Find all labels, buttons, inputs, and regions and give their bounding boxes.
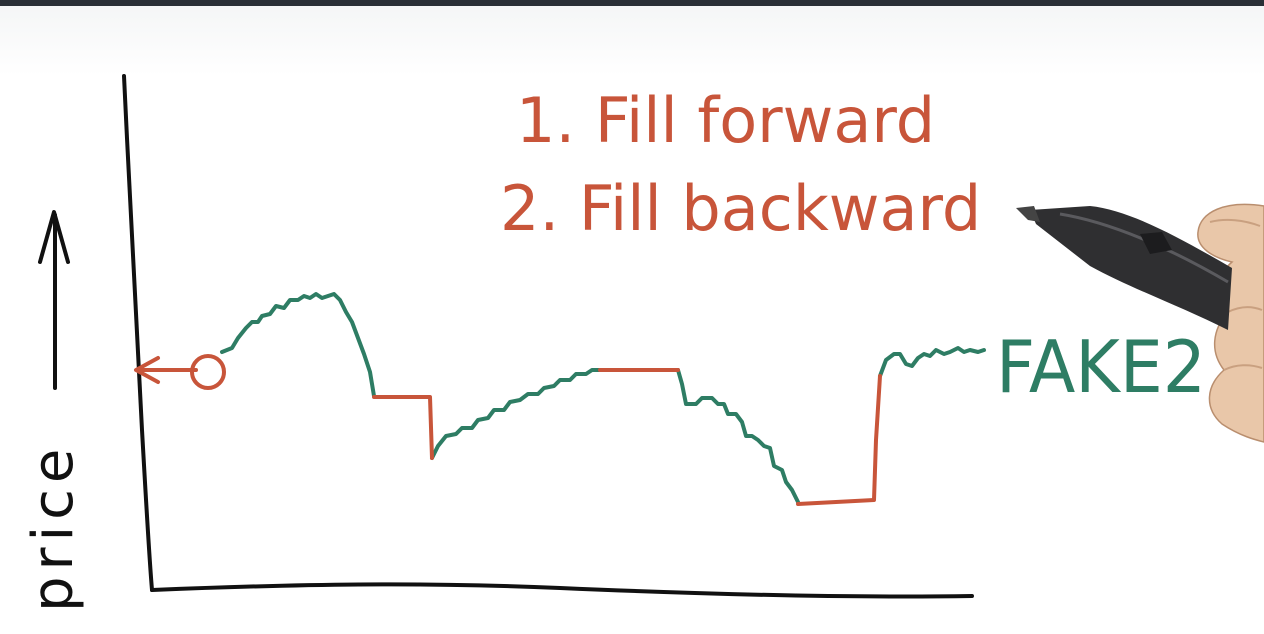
series-label: FAKE2 <box>996 325 1206 409</box>
step-2-text: 2. Fill backward <box>500 172 981 245</box>
pen-grip <box>1140 232 1172 254</box>
data-segment-3 <box>676 368 800 504</box>
video-top-bar <box>0 0 1264 6</box>
fill-forward-1 <box>372 395 434 460</box>
fill-series <box>134 354 882 506</box>
fill-backward-point <box>190 354 226 390</box>
x-axis <box>150 582 974 599</box>
pen-body <box>1030 206 1232 330</box>
y-axis <box>122 74 154 592</box>
price-arrow <box>38 210 70 390</box>
data-segment-1 <box>220 292 376 398</box>
y-axis-label: price <box>21 443 86 612</box>
fill-backward-arrowhead <box>134 356 160 384</box>
pen-tip <box>1016 206 1040 222</box>
hand-with-pen <box>1016 203 1264 443</box>
step-1-text: 1. Fill forward <box>516 84 935 157</box>
data-segment-4 <box>878 346 986 378</box>
fill-forward-3 <box>796 374 882 506</box>
data-series <box>220 292 986 504</box>
data-segment-2 <box>430 368 602 460</box>
